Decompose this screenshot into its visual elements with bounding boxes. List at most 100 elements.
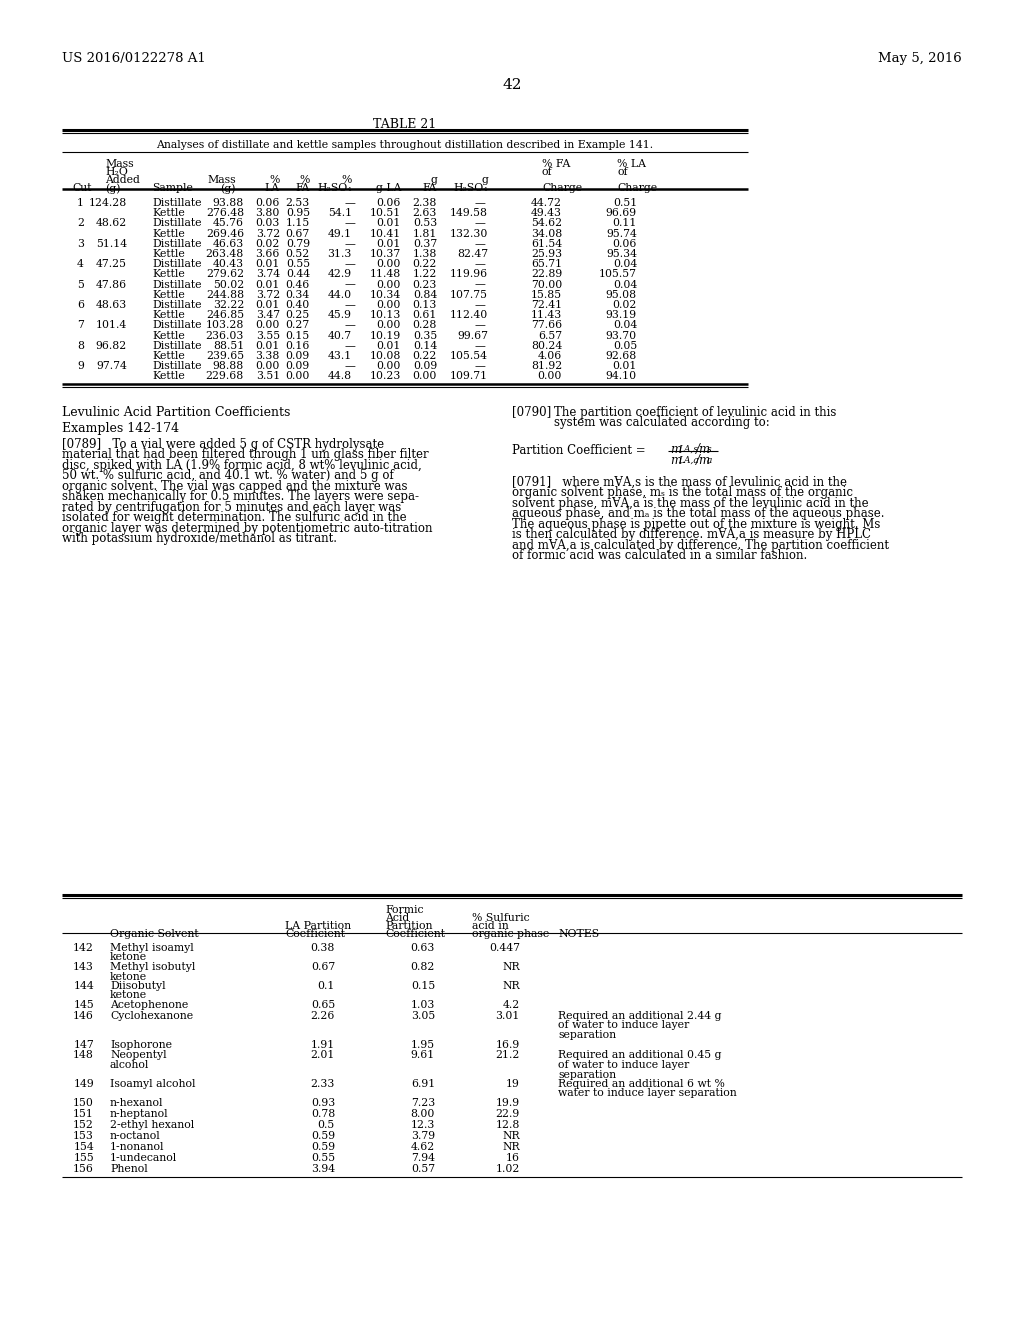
Text: 0.05: 0.05 <box>612 341 637 351</box>
Text: 0.11: 0.11 <box>612 218 637 228</box>
Text: of: of <box>617 168 628 177</box>
Text: g: g <box>481 176 488 185</box>
Text: Partition: Partition <box>385 921 432 931</box>
Text: Coefficient: Coefficient <box>285 929 345 939</box>
Text: —: — <box>475 259 485 269</box>
Text: 77.66: 77.66 <box>530 321 562 330</box>
Text: 9.61: 9.61 <box>411 1051 435 1060</box>
Text: 43.1: 43.1 <box>328 351 352 360</box>
Text: LA Partition: LA Partition <box>285 921 351 931</box>
Text: 1-nonanol: 1-nonanol <box>110 1142 165 1152</box>
Text: 0.01: 0.01 <box>256 280 280 289</box>
Text: 10.13: 10.13 <box>370 310 401 321</box>
Text: acid in: acid in <box>472 921 509 931</box>
Text: 7.94: 7.94 <box>411 1152 435 1163</box>
Text: 72.41: 72.41 <box>530 300 562 310</box>
Text: Distillate: Distillate <box>152 239 202 248</box>
Text: 0.01: 0.01 <box>377 239 401 248</box>
Text: 0.09: 0.09 <box>286 362 310 371</box>
Text: Sample: Sample <box>152 183 193 193</box>
Text: 1.02: 1.02 <box>496 1164 520 1173</box>
Text: 0.22: 0.22 <box>413 259 437 269</box>
Text: 145: 145 <box>74 1001 94 1010</box>
Text: n-hexanol: n-hexanol <box>110 1098 164 1107</box>
Text: 95.74: 95.74 <box>606 228 637 239</box>
Text: Methyl isobutyl: Methyl isobutyl <box>110 962 196 972</box>
Text: 0.40: 0.40 <box>286 300 310 310</box>
Text: with potassium hydroxide/methanol as titrant.: with potassium hydroxide/methanol as tit… <box>62 532 337 545</box>
Text: FA: FA <box>296 183 310 193</box>
Text: 0.15: 0.15 <box>411 981 435 991</box>
Text: —: — <box>345 239 356 248</box>
Text: NOTES: NOTES <box>558 929 599 939</box>
Text: m: m <box>670 454 681 466</box>
Text: system was calculated according to:: system was calculated according to: <box>554 416 770 429</box>
Text: s: s <box>707 445 712 454</box>
Text: isolated for weight determination. The sulfuric acid in the: isolated for weight determination. The s… <box>62 511 407 524</box>
Text: —: — <box>475 300 485 310</box>
Text: Kettle: Kettle <box>152 290 184 300</box>
Text: 1.38: 1.38 <box>413 249 437 259</box>
Text: /m: /m <box>696 442 711 455</box>
Text: 0.14: 0.14 <box>413 341 437 351</box>
Text: 0.00: 0.00 <box>413 371 437 381</box>
Text: 2.33: 2.33 <box>310 1078 335 1089</box>
Text: FA: FA <box>423 183 437 193</box>
Text: 4.62: 4.62 <box>411 1142 435 1152</box>
Text: 3.01: 3.01 <box>496 1011 520 1020</box>
Text: H₂SO₄: H₂SO₄ <box>317 183 352 193</box>
Text: 22.89: 22.89 <box>530 269 562 280</box>
Text: 151: 151 <box>73 1109 94 1119</box>
Text: Distillate: Distillate <box>152 198 202 209</box>
Text: 0.13: 0.13 <box>413 300 437 310</box>
Text: 3.51: 3.51 <box>256 371 280 381</box>
Text: 2-ethyl hexanol: 2-ethyl hexanol <box>110 1119 195 1130</box>
Text: 0.84: 0.84 <box>413 290 437 300</box>
Text: 99.67: 99.67 <box>457 330 488 341</box>
Text: Acid: Acid <box>385 913 410 923</box>
Text: 150: 150 <box>73 1098 94 1107</box>
Text: 276.48: 276.48 <box>206 209 244 218</box>
Text: Mass: Mass <box>208 176 236 185</box>
Text: 49.43: 49.43 <box>531 209 562 218</box>
Text: Phenol: Phenol <box>110 1164 147 1173</box>
Text: 0.01: 0.01 <box>377 341 401 351</box>
Text: 0.67: 0.67 <box>286 228 310 239</box>
Text: 7: 7 <box>77 321 84 330</box>
Text: Distillate: Distillate <box>152 341 202 351</box>
Text: % LA: % LA <box>617 158 646 169</box>
Text: 0.44: 0.44 <box>286 269 310 280</box>
Text: 7.23: 7.23 <box>411 1098 435 1107</box>
Text: 0.06: 0.06 <box>612 239 637 248</box>
Text: 0.09: 0.09 <box>286 351 310 360</box>
Text: 0.27: 0.27 <box>286 321 310 330</box>
Text: shaken mechanically for 0.5 minutes. The layers were sepa-: shaken mechanically for 0.5 minutes. The… <box>62 490 419 503</box>
Text: 8: 8 <box>77 341 84 351</box>
Text: NR: NR <box>503 981 520 991</box>
Text: organic layer was determined by potentiometric auto-titration: organic layer was determined by potentio… <box>62 521 432 535</box>
Text: 12.3: 12.3 <box>411 1119 435 1130</box>
Text: 0.38: 0.38 <box>310 942 335 953</box>
Text: 1.03: 1.03 <box>411 1001 435 1010</box>
Text: —: — <box>475 280 485 289</box>
Text: 0.01: 0.01 <box>256 341 280 351</box>
Text: 0.06: 0.06 <box>377 198 401 209</box>
Text: 94.10: 94.10 <box>606 371 637 381</box>
Text: g LA: g LA <box>376 183 401 193</box>
Text: 109.71: 109.71 <box>450 371 488 381</box>
Text: Kettle: Kettle <box>152 330 184 341</box>
Text: n-heptanol: n-heptanol <box>110 1109 169 1119</box>
Text: 1.22: 1.22 <box>413 269 437 280</box>
Text: % FA: % FA <box>542 158 570 169</box>
Text: /m: /m <box>696 454 711 466</box>
Text: 4.2: 4.2 <box>503 1001 520 1010</box>
Text: Mass: Mass <box>105 158 133 169</box>
Text: 54.62: 54.62 <box>530 218 562 228</box>
Text: —: — <box>345 259 356 269</box>
Text: disc, spiked with LA (1.9% formic acid, 8 wt% levulinic acid,: disc, spiked with LA (1.9% formic acid, … <box>62 458 422 471</box>
Text: Neopentyl: Neopentyl <box>110 1051 167 1060</box>
Text: 3.66: 3.66 <box>256 249 280 259</box>
Text: 105.57: 105.57 <box>599 269 637 280</box>
Text: 96.69: 96.69 <box>606 209 637 218</box>
Text: 0.22: 0.22 <box>413 351 437 360</box>
